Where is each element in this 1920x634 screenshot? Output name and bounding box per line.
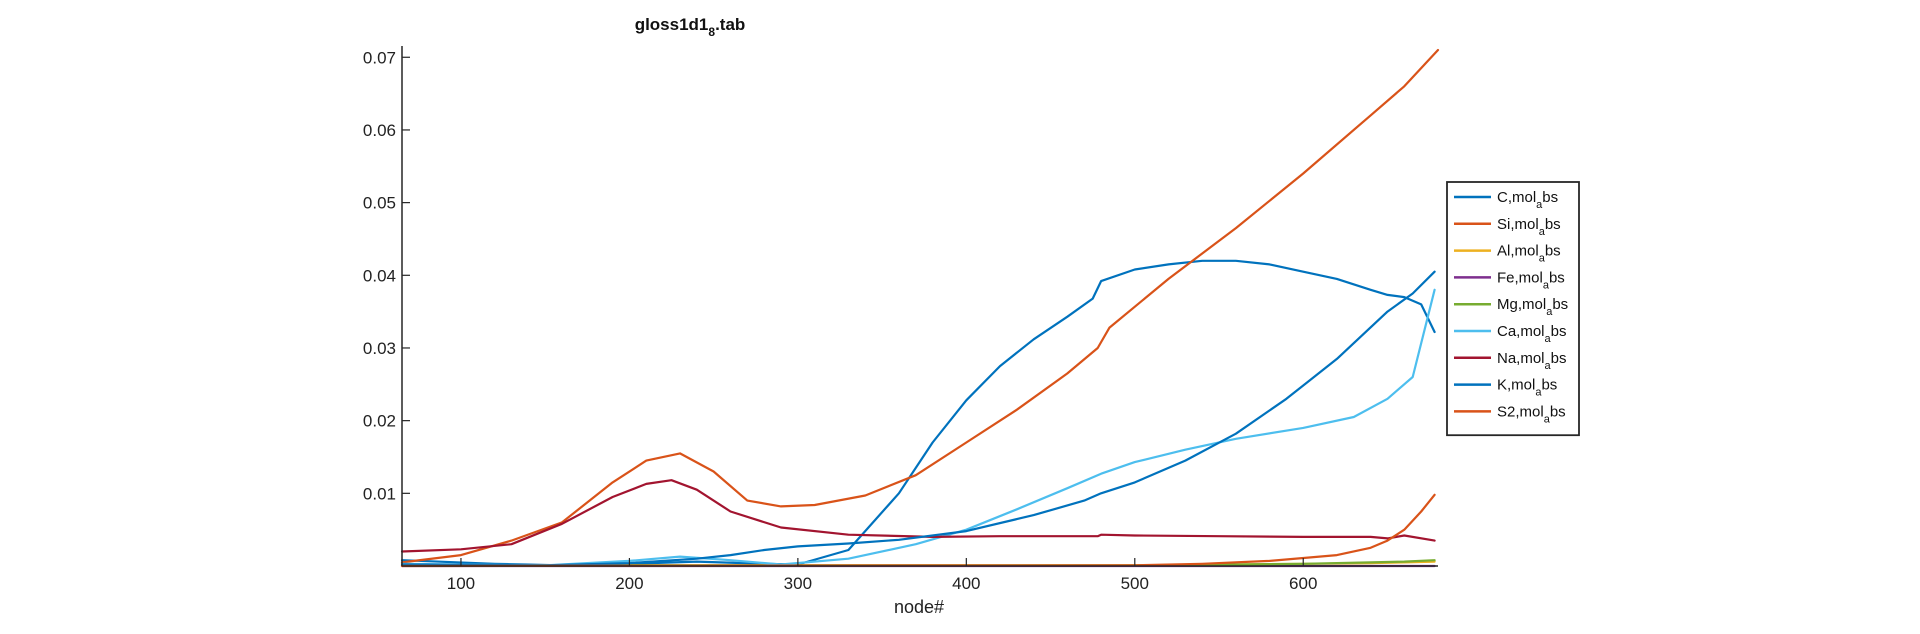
legend-entry-8: S2,molabs [1497, 403, 1566, 425]
series-line-0 [400, 259, 1436, 567]
series-layer [400, 48, 1440, 568]
series-line-7 [400, 270, 1436, 567]
series-line-1 [400, 48, 1440, 564]
legend-entry-3: Fe,molabs [1497, 269, 1565, 291]
y-tick-label: 0.02 [363, 412, 396, 431]
x-tick-label: 400 [952, 574, 980, 593]
legend-entry-0: C,molabs [1497, 189, 1558, 211]
legend-entry-5: Ca,molabs [1497, 323, 1566, 345]
y-tick-label: 0.01 [363, 484, 396, 503]
legend: C,molabs Si,molabs Al,molabs Fe,molabs Mg,mo… [1446, 181, 1580, 437]
axes: 100 200 300 400 500 600 0.01 0.02 0.03 0.04 0.05 0.… [363, 46, 1438, 593]
x-tick-label: 200 [615, 574, 643, 593]
chart-title: gloss1d18.tab [635, 15, 746, 39]
y-tick-label: 0.06 [363, 121, 396, 140]
legend-entry-2: Al,molabs [1497, 243, 1561, 265]
legend-entry-7: K,molabs [1497, 377, 1557, 399]
x-tick-label: 300 [784, 574, 812, 593]
legend-entry-4: Mg,molabs [1497, 296, 1568, 318]
legend-entry-6: Na,molabs [1497, 350, 1566, 372]
legend-entry-1: Si,molabs [1497, 216, 1561, 238]
legend-box [1446, 181, 1580, 437]
x-tick-label: 500 [1121, 574, 1149, 593]
x-axis-label: node# [894, 597, 944, 617]
series-line-6 [400, 479, 1436, 553]
series-line-5 [400, 288, 1436, 567]
y-tick-label: 0.03 [363, 339, 396, 358]
y-tick-label: 0.05 [363, 194, 396, 213]
x-tick-label: 600 [1289, 574, 1317, 593]
x-tick-label: 100 [447, 574, 475, 593]
y-tick-label: 0.04 [363, 266, 396, 285]
y-tick-label: 0.07 [363, 48, 396, 67]
series-line-8 [400, 493, 1436, 568]
